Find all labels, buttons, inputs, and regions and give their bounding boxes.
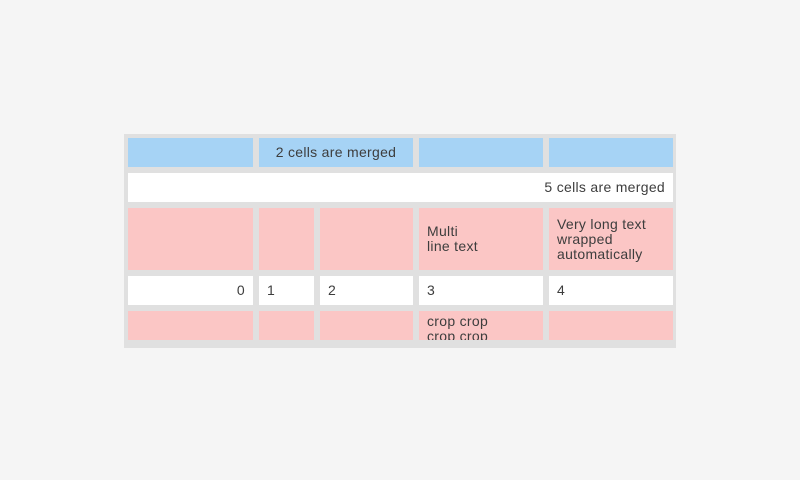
table-cell-number-2[interactable]: 2	[320, 276, 413, 305]
table-cell-number-4[interactable]: 4	[549, 276, 673, 305]
table-cell-r5c2[interactable]	[259, 311, 314, 340]
table-cell-r5c1[interactable]	[128, 311, 253, 340]
table-cell-number-1[interactable]: 1	[259, 276, 314, 305]
table-widget: 2 cells are merged 5 cells are merged Mu…	[124, 134, 676, 348]
merged-5-label: 5 cells are merged	[544, 179, 665, 195]
table-cell-r3c3[interactable]	[320, 208, 413, 270]
table-cell-r1c5[interactable]	[549, 138, 673, 167]
table-cell-r3c1[interactable]	[128, 208, 253, 270]
table-grid: 2 cells are merged 5 cells are merged Mu…	[128, 138, 673, 340]
table-cell-r1c1[interactable]	[128, 138, 253, 167]
merged-2-label: 2 cells are merged	[275, 144, 397, 160]
number-3-label: 3	[427, 282, 436, 298]
number-4-label: 4	[557, 282, 566, 298]
table-cell-r5c3[interactable]	[320, 311, 413, 340]
multiline-label: Multi line text	[427, 223, 478, 254]
table-cell-number-3[interactable]: 3	[419, 276, 543, 305]
number-0-label: 0	[236, 282, 245, 298]
table-cell-wrapped[interactable]: Very long text wrapped automatically	[549, 208, 673, 270]
number-2-label: 2	[328, 282, 337, 298]
table-cell-multiline[interactable]: Multi line text	[419, 208, 543, 270]
table-cell-cropped-text[interactable]: crop crop crop crop	[419, 311, 543, 340]
cropped-text-label: crop crop crop crop	[427, 313, 489, 341]
table-cell-r5c5[interactable]	[549, 311, 673, 340]
wrapped-label: Very long text wrapped automatically	[557, 215, 647, 262]
table-cell-merged-5[interactable]: 5 cells are merged	[128, 173, 673, 202]
table-cell-r1c4[interactable]	[419, 138, 543, 167]
table-cell-merged-2[interactable]: 2 cells are merged	[259, 138, 413, 167]
table-cell-r3c2[interactable]	[259, 208, 314, 270]
number-1-label: 1	[267, 282, 276, 298]
table-cell-number-0[interactable]: 0	[128, 276, 253, 305]
